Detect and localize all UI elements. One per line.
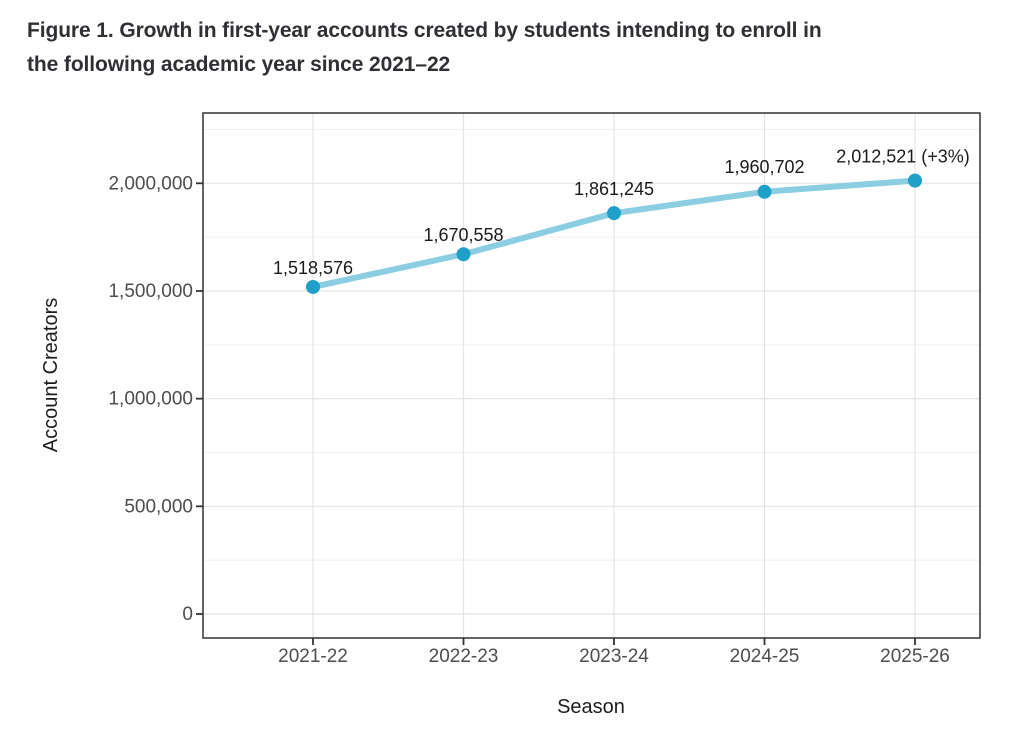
data-point-label: 1,960,702 [724, 157, 804, 177]
figure-title: Figure 1. Growth in first-year accounts … [27, 14, 987, 82]
y-tick-label: 1,000,000 [108, 389, 193, 410]
x-tick-label: 2021-22 [278, 646, 348, 667]
axis-tick-labels: 0 500,000 1,000,000 1,500,000 2,000,000 2021-… [108, 173, 949, 667]
data-point-label: 1,518,576 [273, 258, 353, 278]
grid-minor-lines [203, 128, 980, 561]
figure-title-line-1: Figure 1. Growth in first-year accounts … [27, 19, 822, 42]
y-axis-title: Account Creators [40, 298, 62, 453]
grid-major-lines [203, 113, 980, 638]
data-point-label: 1,670,558 [423, 225, 503, 245]
data-point-label: 2,012,521 (+3%) [836, 147, 970, 167]
data-point [757, 184, 772, 199]
x-tick-label: 2023-24 [579, 646, 649, 667]
y-tick-label: 1,500,000 [108, 281, 193, 302]
data-point [306, 279, 320, 294]
data-point-labels: 1,518,576 1,670,558 1,861,245 1,960,702 2,01… [273, 147, 970, 278]
data-point [908, 173, 922, 188]
data-point-label: 1,861,245 [574, 179, 654, 199]
x-tick-label: 2024-25 [730, 646, 800, 667]
axis-tick-marks [196, 182, 916, 645]
data-point [607, 206, 621, 221]
y-tick-label: 0 [182, 604, 193, 625]
x-tick-label: 2022-23 [429, 646, 499, 667]
y-tick-label: 500,000 [124, 496, 193, 517]
panel-border [202, 112, 981, 639]
figure-title-line-2: the following academic year since 2021–2… [27, 53, 451, 76]
x-tick-label: 2025-26 [880, 646, 950, 667]
data-point [456, 247, 471, 262]
x-axis-title: Season [557, 696, 625, 718]
y-tick-label: 2,000,000 [108, 173, 193, 194]
series-points [306, 173, 922, 294]
